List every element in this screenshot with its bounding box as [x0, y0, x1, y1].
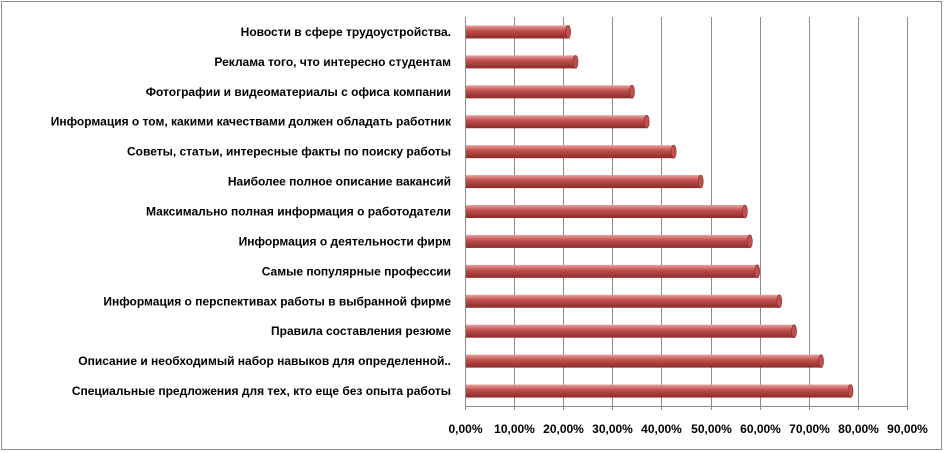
x-tick-label: 90,00%: [887, 422, 928, 436]
bar-end-cap: [776, 294, 783, 309]
category-label: Новости в сфере трудоустройства.: [241, 25, 451, 39]
x-tick-label: 10,00%: [494, 422, 535, 436]
bar-end-cap: [697, 174, 704, 189]
x-tick-label: 60,00%: [740, 422, 781, 436]
bar-end-cap: [565, 25, 571, 39]
bar-end-cap: [754, 264, 761, 279]
category-label: Информация о том, какими качествами долж…: [51, 115, 452, 129]
bar-end-cap: [847, 384, 854, 398]
bar: [466, 354, 822, 368]
category-label: Наиболее полное описание вакансий: [228, 175, 451, 189]
bar-end-cap: [670, 144, 677, 159]
x-tick-label: 70,00%: [789, 422, 830, 436]
category-label: Специальные предложения для тех, кто еще…: [72, 384, 451, 398]
bar-end-cap: [747, 234, 753, 249]
x-tick-label: 30,00%: [592, 422, 633, 436]
x-tick-label: 50,00%: [691, 422, 732, 436]
bar: [466, 25, 569, 39]
bar: [466, 55, 576, 69]
category-labels: Новости в сфере трудоустройства. Реклама …: [51, 25, 452, 398]
category-label: Описание и необходимый набор навыков для…: [78, 354, 451, 368]
category-label: Советы, статьи, интересные факты по поис…: [127, 145, 451, 159]
category-label: Фотографии и видеоматериалы с офиса комп…: [146, 85, 451, 99]
x-tick-label: 40,00%: [641, 422, 682, 436]
category-label: Информация о перспективах работы в выбра…: [103, 294, 451, 308]
bar: [466, 115, 647, 129]
category-label: Реклама того, что интересно студентам: [214, 55, 451, 69]
bar-end-cap: [643, 114, 650, 129]
x-tick-label: 20,00%: [543, 422, 584, 436]
bar: [466, 145, 674, 159]
bar-end-cap: [572, 55, 579, 69]
bar: [466, 384, 851, 398]
bar: [466, 264, 758, 278]
bar: [466, 324, 795, 338]
bar: [466, 205, 745, 218]
bar-end-cap: [629, 85, 635, 99]
x-tick-label: 80,00%: [838, 422, 879, 436]
bar: [466, 294, 780, 308]
category-label: Максимально полная информация о работода…: [146, 205, 451, 219]
bar: [466, 175, 701, 189]
bars: [466, 25, 854, 398]
bar-end-cap: [791, 324, 797, 338]
bar: [466, 234, 750, 248]
bar-end-cap: [742, 204, 748, 219]
bar: [466, 85, 632, 99]
category-label: Самые популярные профессии: [262, 264, 451, 278]
category-label: Информация о деятельности фирм: [239, 234, 451, 248]
category-label: Правила составления резюме: [271, 324, 451, 338]
x-tick-labels: 0,00% 10,00% 20,00% 30,00% 40,00% 50,00% 60,00…: [448, 422, 928, 436]
x-tick-label: 0,00%: [448, 422, 482, 436]
bar-end-cap: [818, 354, 824, 368]
